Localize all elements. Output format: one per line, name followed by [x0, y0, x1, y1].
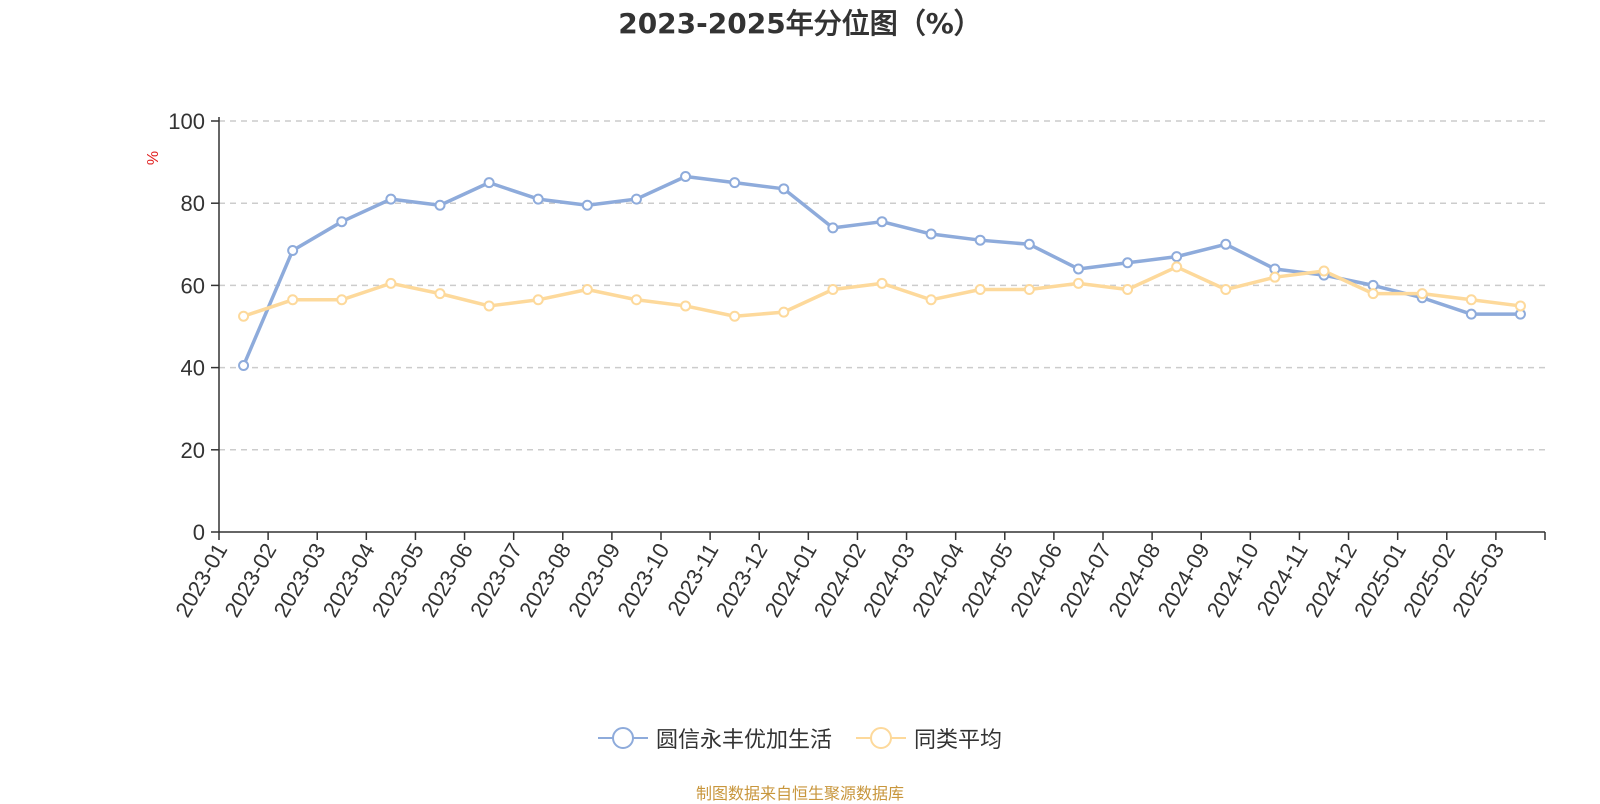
y-tick-label: 100 — [168, 109, 205, 134]
legend-marker-series-1 — [597, 727, 648, 749]
series-1-point[interactable] — [729, 177, 741, 189]
series-lines — [238, 170, 1526, 372]
series-1-point[interactable] — [238, 360, 250, 372]
series-2-point[interactable] — [778, 306, 790, 318]
series-2-point[interactable] — [1072, 277, 1084, 289]
source-note: 制图数据来自恒生聚源数据库 — [695, 784, 904, 803]
series-2-point[interactable] — [1269, 271, 1281, 283]
y-tick-label: 40 — [181, 356, 205, 381]
series-2-point[interactable] — [1318, 265, 1330, 277]
axes: 0204060801002023-012023-022023-032023-04… — [168, 109, 1546, 621]
y-tick-label: 20 — [181, 438, 205, 463]
series-2-point[interactable] — [1465, 294, 1477, 306]
series-2-point[interactable] — [532, 294, 544, 306]
series-2-point[interactable] — [729, 310, 741, 322]
y-tick-label: 80 — [181, 191, 205, 216]
series-2-point[interactable] — [925, 294, 937, 306]
legend-item-series-2[interactable]: 同类平均 — [856, 722, 1002, 754]
series-2-point[interactable] — [385, 277, 397, 289]
series-2-point[interactable] — [434, 288, 446, 300]
series-1-point[interactable] — [876, 216, 888, 228]
series-2-point[interactable] — [1023, 284, 1035, 296]
series-1-point[interactable] — [287, 244, 299, 256]
series-2-point[interactable] — [1514, 300, 1526, 312]
series-1-point[interactable] — [532, 193, 544, 205]
series-1-point[interactable] — [827, 222, 839, 234]
series-2-point[interactable] — [827, 284, 839, 296]
series-1-point[interactable] — [680, 170, 692, 182]
series-1-point[interactable] — [1122, 257, 1134, 269]
legend-label-series-2: 同类平均 — [914, 728, 1003, 753]
series-2-point[interactable] — [1220, 284, 1232, 296]
series-2-point[interactable] — [1171, 261, 1183, 273]
series-2-point[interactable] — [630, 294, 642, 306]
legend-label-series-1: 圆信永丰优加生活 — [655, 728, 832, 753]
legend: 圆信永丰优加生活 同类平均 — [0, 722, 1600, 754]
series-2-point[interactable] — [1416, 288, 1428, 300]
series-1-point[interactable] — [1465, 308, 1477, 320]
series-2-point[interactable] — [287, 294, 299, 306]
series-1-point[interactable] — [925, 228, 937, 240]
series-1-point[interactable] — [1072, 263, 1084, 275]
series-1-point[interactable] — [483, 177, 495, 189]
y-axis-label: % — [145, 151, 162, 165]
chart-title: 2023-2025年分位图（%） — [618, 7, 982, 40]
series-2-point[interactable] — [1367, 288, 1379, 300]
y-tick-label: 0 — [193, 520, 205, 545]
series-2-point[interactable] — [336, 294, 348, 306]
series-2-point[interactable] — [581, 284, 593, 296]
series-1-point[interactable] — [778, 183, 790, 195]
series-2-point[interactable] — [1122, 284, 1134, 296]
series-1-point[interactable] — [1171, 251, 1183, 263]
series-1-point[interactable] — [974, 234, 986, 246]
series-1-point[interactable] — [581, 199, 593, 211]
series-2-point[interactable] — [238, 310, 250, 322]
legend-marker-series-2 — [856, 727, 906, 749]
series-2-point[interactable] — [974, 284, 986, 296]
series-2-point[interactable] — [483, 300, 495, 312]
legend-item-series-1[interactable]: 圆信永丰优加生活 — [597, 722, 832, 754]
series-1-point[interactable] — [1023, 238, 1035, 250]
series-2-point[interactable] — [876, 277, 888, 289]
series-1-point[interactable] — [1220, 238, 1232, 250]
series-1-point[interactable] — [385, 193, 397, 205]
y-tick-label: 60 — [181, 273, 205, 298]
series-1-point[interactable] — [336, 216, 348, 228]
series-1-point[interactable] — [630, 193, 642, 205]
series-2-point[interactable] — [680, 300, 692, 312]
series-1-point[interactable] — [434, 199, 446, 211]
